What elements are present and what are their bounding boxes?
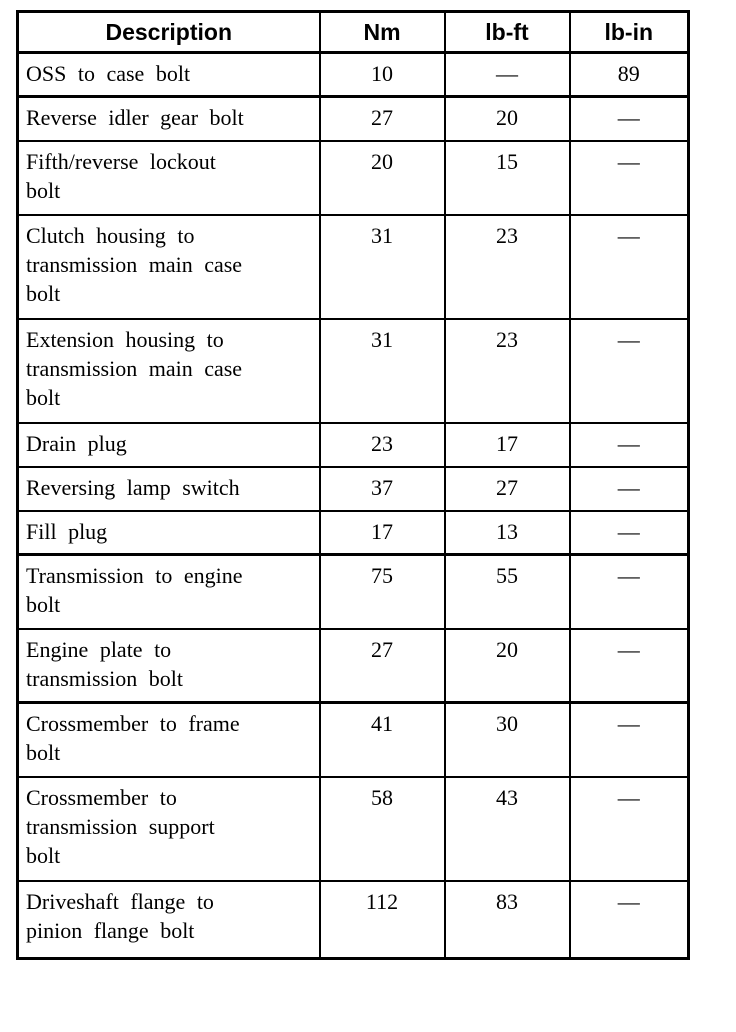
lb-in-cell: — [568, 421, 690, 468]
nm-cell: 41 [318, 701, 446, 778]
description-cell: Fill plug [16, 509, 321, 556]
nm-cell: 23 [318, 421, 446, 468]
description-cell: Crossmember to transmission support bolt [16, 775, 321, 882]
lb-in-cell: — [568, 213, 690, 320]
table-row: Fill plug 17 13 — [16, 509, 690, 556]
nm-cell: 31 [318, 317, 446, 424]
lb-ft-cell: 17 [443, 421, 571, 468]
lb-ft-cell: 55 [443, 553, 571, 630]
table-row: Engine plate to transmission bolt 27 20 … [16, 627, 690, 704]
description-cell: Reverse idler gear bolt [16, 95, 321, 142]
lb-ft-cell: 83 [443, 879, 571, 960]
table-row: Reverse idler gear bolt 27 20 — [16, 95, 690, 142]
table-row: Crossmember to transmission support bolt… [16, 775, 690, 882]
lb-in-cell: — [568, 317, 690, 424]
description-cell: Clutch housing to transmission main case… [16, 213, 321, 320]
table-row: Transmission to engine bolt 75 55 — [16, 553, 690, 630]
header-lb-in: lb-in [568, 10, 690, 54]
description-cell: Reversing lamp switch [16, 465, 321, 512]
nm-cell: 27 [318, 95, 446, 142]
lb-ft-cell: 23 [443, 213, 571, 320]
lb-ft-cell: 27 [443, 465, 571, 512]
lb-in-cell: — [568, 775, 690, 882]
table-row: Fifth/reverse lockout bolt 20 15 — [16, 139, 690, 216]
document-page: Description Nm lb-ft lb-in OSS to case b… [16, 10, 690, 960]
torque-spec-table: Description Nm lb-ft lb-in OSS to case b… [16, 10, 690, 960]
description-cell: Extension housing to transmission main c… [16, 317, 321, 424]
table-row: OSS to case bolt 10 — 89 [16, 51, 690, 98]
description-cell: Crossmember to frame bolt [16, 701, 321, 778]
lb-ft-cell: — [443, 51, 571, 98]
lb-ft-cell: 15 [443, 139, 571, 216]
lb-in-cell: — [568, 465, 690, 512]
lb-in-cell: — [568, 95, 690, 142]
lb-ft-cell: 43 [443, 775, 571, 882]
table-row: Extension housing to transmission main c… [16, 317, 690, 424]
lb-in-cell: — [568, 553, 690, 630]
description-cell: Driveshaft flange to pinion flange bolt [16, 879, 321, 960]
nm-cell: 27 [318, 627, 446, 704]
lb-ft-cell: 20 [443, 95, 571, 142]
nm-cell: 20 [318, 139, 446, 216]
lb-in-cell: 89 [568, 51, 690, 98]
nm-cell: 37 [318, 465, 446, 512]
lb-ft-cell: 20 [443, 627, 571, 704]
nm-cell: 58 [318, 775, 446, 882]
lb-ft-cell: 23 [443, 317, 571, 424]
description-cell: Transmission to engine bolt [16, 553, 321, 630]
table-row: Crossmember to frame bolt 41 30 — [16, 701, 690, 778]
lb-in-cell: — [568, 627, 690, 704]
table-row: Drain plug 23 17 — [16, 421, 690, 468]
lb-ft-cell: 30 [443, 701, 571, 778]
header-description: Description [16, 10, 321, 54]
nm-cell: 112 [318, 879, 446, 960]
lb-in-cell: — [568, 701, 690, 778]
table-row: Driveshaft flange to pinion flange bolt … [16, 879, 690, 960]
nm-cell: 31 [318, 213, 446, 320]
lb-in-cell: — [568, 509, 690, 556]
table-row: Reversing lamp switch 37 27 — [16, 465, 690, 512]
description-cell: Fifth/reverse lockout bolt [16, 139, 321, 216]
header-nm: Nm [318, 10, 446, 54]
table-row: Clutch housing to transmission main case… [16, 213, 690, 320]
nm-cell: 10 [318, 51, 446, 98]
nm-cell: 75 [318, 553, 446, 630]
description-cell: OSS to case bolt [16, 51, 321, 98]
lb-in-cell: — [568, 879, 690, 960]
description-cell: Drain plug [16, 421, 321, 468]
header-lb-ft: lb-ft [443, 10, 571, 54]
lb-ft-cell: 13 [443, 509, 571, 556]
table-header-row: Description Nm lb-ft lb-in [16, 10, 690, 54]
nm-cell: 17 [318, 509, 446, 556]
description-cell: Engine plate to transmission bolt [16, 627, 321, 704]
lb-in-cell: — [568, 139, 690, 216]
